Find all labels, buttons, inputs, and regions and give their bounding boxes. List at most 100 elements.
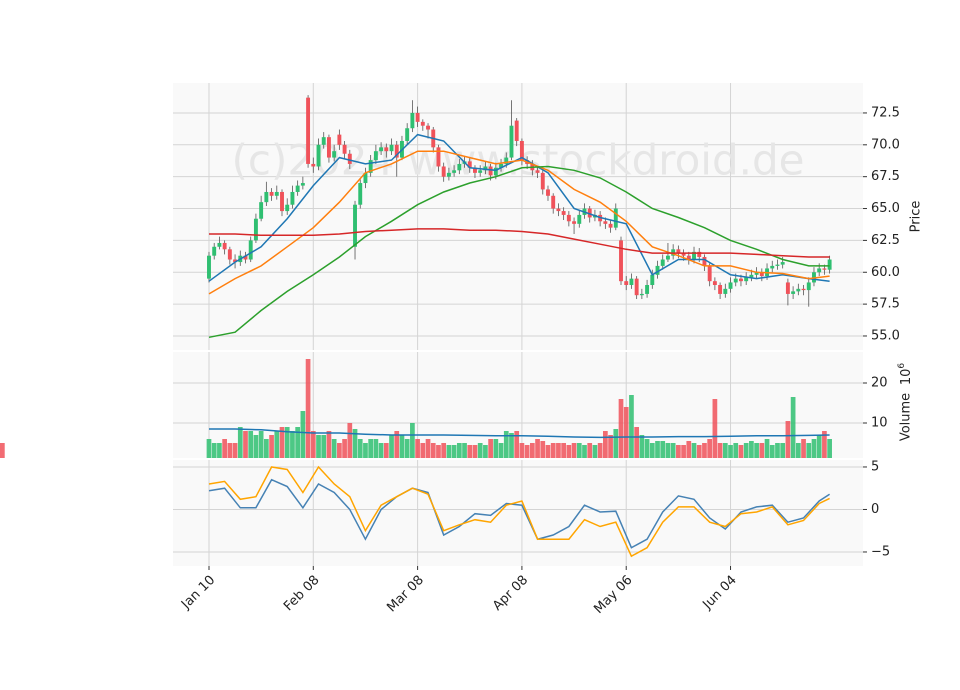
- candle-body: [509, 125, 514, 158]
- volume-bar: [420, 443, 426, 458]
- volume-bar: [775, 443, 780, 458]
- volume-bar: [556, 443, 561, 458]
- candle-body: [676, 249, 681, 254]
- volume-bar: [587, 443, 593, 458]
- candle-body: [608, 223, 613, 228]
- candle-body: [452, 170, 457, 173]
- volume-bar: [550, 443, 556, 458]
- x-tick-label: Jun 04: [700, 573, 740, 613]
- candle-body: [493, 167, 498, 176]
- volume-bar: [227, 443, 233, 458]
- volume-bar: [284, 427, 290, 458]
- volume-bar: [816, 435, 822, 458]
- volume-bar: [378, 443, 384, 458]
- candle-body: [733, 278, 738, 283]
- candle-body: [577, 214, 582, 224]
- volume-bar: [655, 441, 660, 458]
- volume-bar: [827, 439, 832, 458]
- volume-bar: [801, 439, 806, 458]
- volume-bar: [467, 445, 473, 458]
- volume-bar: [603, 431, 608, 458]
- candle-body: [692, 251, 696, 260]
- volume-bar: [321, 435, 327, 458]
- y-tick-label: 0: [871, 502, 879, 517]
- y-tick-label: 20: [871, 376, 888, 391]
- candle-body: [274, 191, 279, 196]
- volume-bar: [634, 427, 640, 458]
- candle-body: [212, 246, 217, 256]
- volume-bar: [613, 429, 619, 458]
- line: [208, 165, 830, 339]
- volume-bar: [274, 431, 280, 458]
- x-tick-label: Feb 08: [281, 573, 323, 615]
- candle-body: [519, 140, 524, 161]
- candle-body: [759, 272, 764, 277]
- candle-body: [645, 285, 650, 294]
- candle-body: [556, 208, 561, 212]
- candle-body: [269, 191, 274, 196]
- y-tick-label: 5: [871, 459, 879, 474]
- candle-body: [373, 151, 378, 161]
- candle-body: [655, 265, 660, 275]
- candle-body: [686, 255, 691, 260]
- volume-bar: [759, 443, 765, 458]
- candle-body: [347, 153, 352, 164]
- candle-body: [754, 272, 759, 275]
- candle-body: [613, 208, 618, 228]
- candle-body: [587, 208, 592, 218]
- volume-bar: [769, 445, 775, 458]
- volume-bar: [248, 431, 254, 458]
- volume-bar: [749, 441, 754, 458]
- volume-bar: [592, 445, 598, 458]
- volume-bar: [389, 435, 394, 458]
- volume-bar: [509, 433, 514, 458]
- candle-body: [337, 134, 342, 145]
- volume-bar: [629, 395, 634, 458]
- candle-body: [634, 278, 639, 296]
- candle-body: [546, 189, 550, 196]
- volume-bar: [441, 443, 447, 458]
- volume-bar: [222, 439, 227, 458]
- candle-body: [342, 144, 347, 154]
- x-tick-label: Apr 08: [490, 573, 531, 614]
- volume-bar: [639, 435, 645, 458]
- volume-bar: [618, 399, 624, 458]
- volume-bar: [670, 443, 676, 458]
- volume-bar: [337, 443, 342, 458]
- volume-bar: [217, 443, 222, 458]
- candle-body: [222, 242, 227, 250]
- candle-body: [394, 144, 399, 158]
- candle-body: [473, 167, 477, 173]
- volume-bar: [790, 397, 796, 458]
- volume-bar: [394, 431, 400, 458]
- candle-body: [566, 214, 571, 222]
- candle-body: [217, 242, 222, 247]
- volume-bar: [566, 445, 572, 458]
- candle-body: [384, 147, 389, 152]
- volume-bar: [430, 443, 436, 458]
- volume-bar: [258, 431, 264, 458]
- volume-bar: [342, 439, 347, 458]
- volume-bar: [728, 445, 733, 458]
- volume-bar: [243, 431, 248, 458]
- volume-bar: [582, 445, 587, 458]
- volume-bar: [237, 427, 243, 458]
- volume-bar: [691, 443, 697, 458]
- candle-body: [801, 288, 806, 291]
- line: [208, 478, 831, 549]
- candle-body: [248, 240, 253, 260]
- volume-bar: [305, 359, 311, 458]
- candle-body: [629, 278, 634, 286]
- candle-body: [467, 161, 472, 168]
- candle-body: [405, 128, 410, 141]
- volume-bar: [383, 443, 389, 458]
- volume-bar: [300, 411, 306, 458]
- candle-body: [749, 274, 754, 278]
- candle-body: [420, 121, 425, 126]
- volume-bar: [811, 439, 817, 458]
- line: [208, 465, 830, 558]
- y-tick-label: 67.5: [871, 169, 900, 184]
- volume-bar: [404, 439, 410, 458]
- y-tick-label: 65.0: [871, 201, 900, 216]
- x-tick-label: May 06: [591, 573, 635, 617]
